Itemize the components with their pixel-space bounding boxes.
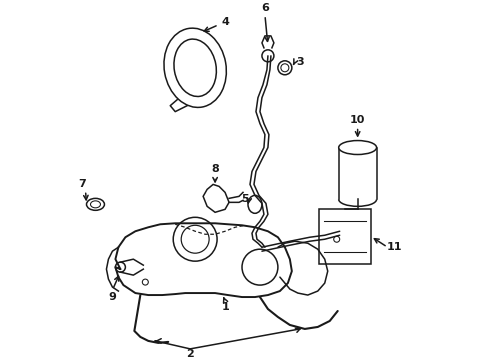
Text: 10: 10 <box>350 114 366 125</box>
Text: 5: 5 <box>241 194 249 204</box>
Text: 6: 6 <box>261 3 269 13</box>
Text: 3: 3 <box>296 57 304 67</box>
Text: 2: 2 <box>186 349 194 359</box>
Text: 9: 9 <box>108 292 116 302</box>
Text: 7: 7 <box>79 179 86 189</box>
Text: 11: 11 <box>387 242 402 252</box>
Text: 4: 4 <box>221 17 229 27</box>
Bar <box>319 209 370 264</box>
Text: 8: 8 <box>211 165 219 175</box>
Ellipse shape <box>339 140 377 154</box>
Text: 1: 1 <box>221 302 229 312</box>
